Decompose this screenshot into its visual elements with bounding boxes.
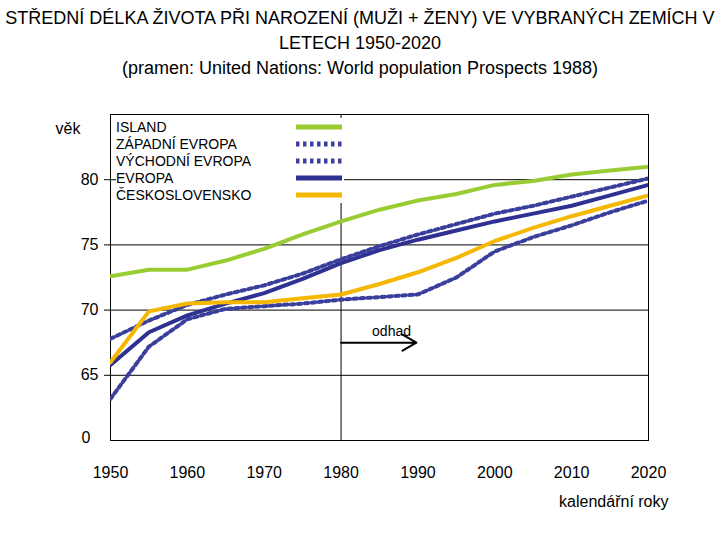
html-text:STŘEDNÍ DÉLKA ŽIVOTA PŘI NAROZ: STŘEDNÍ DÉLKA ŽIVOTA PŘI NAROZENÍ (MUŽI …	[5, 8, 715, 53]
svg-text:2000: 2000	[477, 464, 513, 481]
html-text:ZÁPADNÍ EVROPA: ZÁPADNÍ EVROPA	[116, 135, 237, 152]
svg-text:0: 0	[82, 429, 91, 446]
svg-text:1990: 1990	[400, 464, 436, 481]
svg-text:2020: 2020	[631, 464, 667, 481]
html-text:VÝCHODNÍ EVROPA: VÝCHODNÍ EVROPA	[116, 152, 252, 169]
html-text:EVROPA: EVROPA	[116, 169, 174, 186]
html-text:(pramen: United Nations: World: (pramen: United Nations: World populatio…	[122, 58, 598, 78]
svg-text:1960: 1960	[170, 464, 206, 481]
html-text:ČESKOSLOVENSKO: ČESKOSLOVENSKO	[116, 186, 252, 203]
svg-text:2010: 2010	[554, 464, 590, 481]
svg-text:1980: 1980	[323, 464, 359, 481]
svg-text:70: 70	[81, 301, 99, 318]
svg-text:věk: věk	[56, 120, 82, 137]
svg-text:80: 80	[81, 171, 99, 188]
svg-text:kalendářní roky: kalendářní roky	[559, 493, 668, 510]
svg-text:65: 65	[81, 366, 99, 383]
svg-text:1970: 1970	[246, 464, 282, 481]
svg-text:1950: 1950	[93, 464, 129, 481]
svg-text:odhad: odhad	[372, 323, 411, 339]
svg-text:75: 75	[81, 236, 99, 253]
html-text:ISLAND: ISLAND	[116, 118, 167, 135]
